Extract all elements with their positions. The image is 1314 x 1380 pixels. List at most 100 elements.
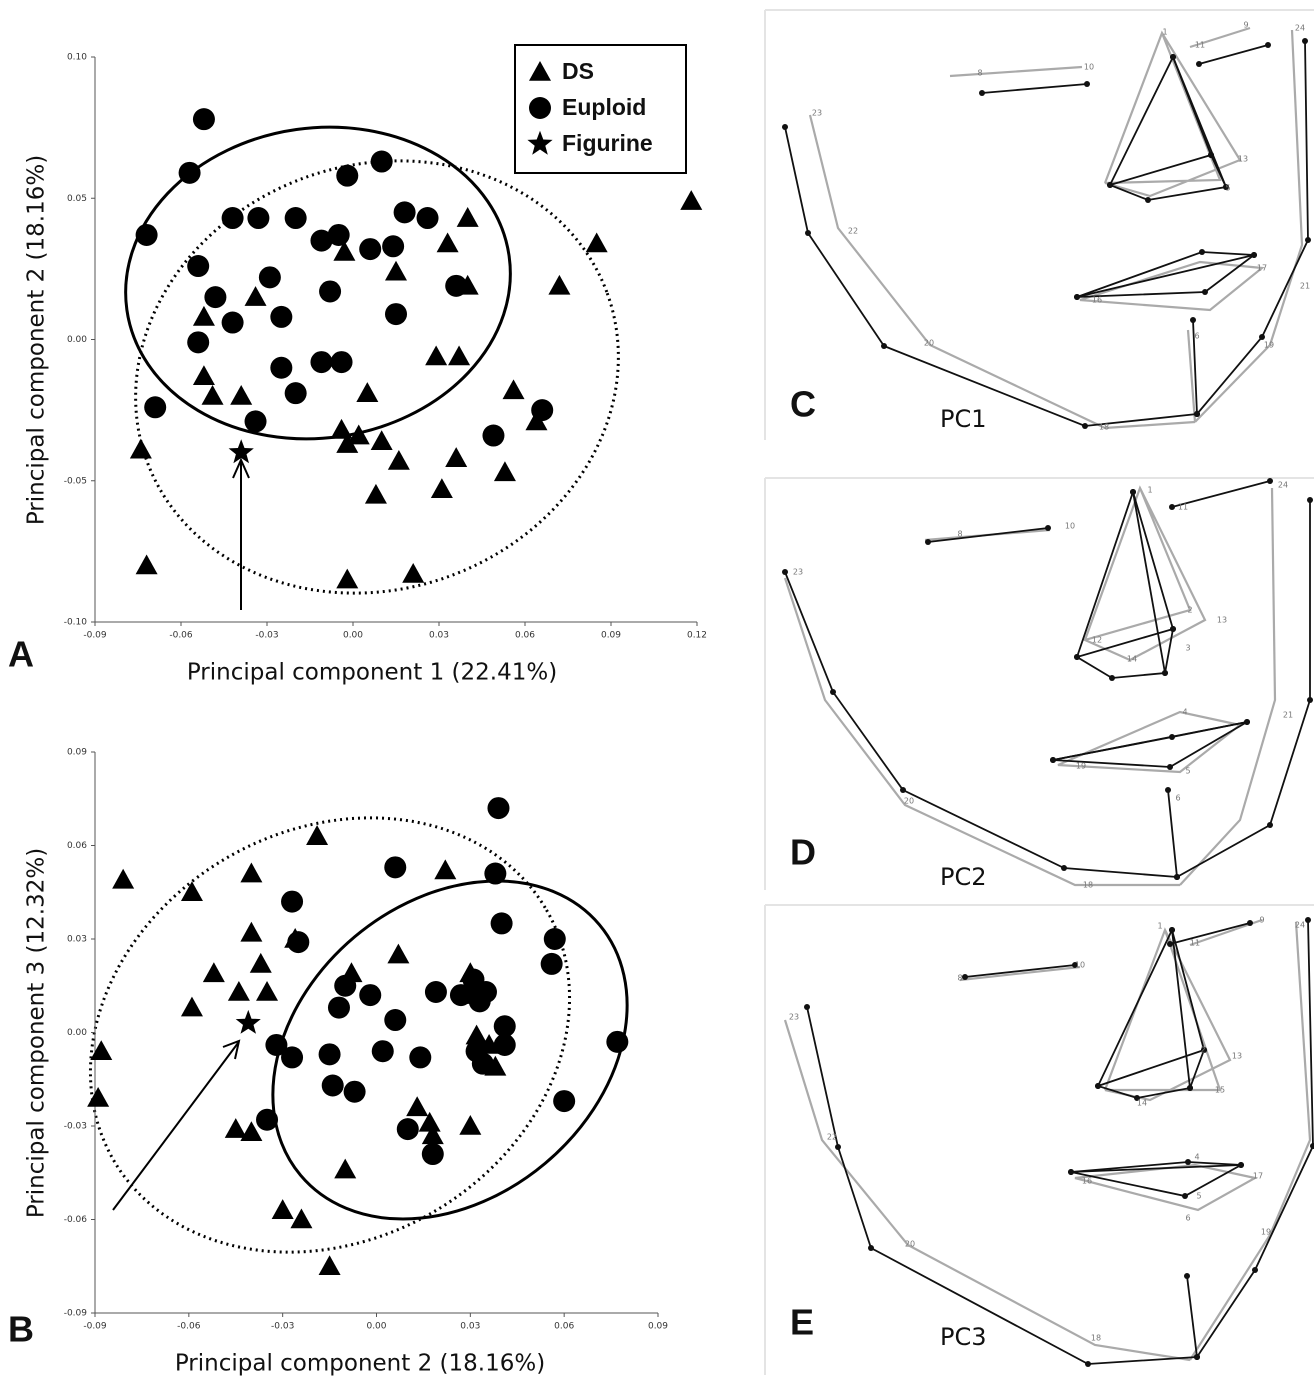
arrow bbox=[233, 460, 249, 610]
landmark-dot bbox=[1202, 289, 1208, 295]
triangle-point bbox=[290, 1209, 312, 1229]
landmark-dot bbox=[1190, 317, 1196, 323]
x-tick-label: 0.00 bbox=[366, 1322, 386, 1332]
landmark-label: 16 bbox=[1082, 1177, 1092, 1186]
y-tick-label: 0.06 bbox=[67, 841, 87, 851]
triangle-point bbox=[406, 1096, 428, 1116]
landmark-dot bbox=[1305, 237, 1311, 243]
triangle-point bbox=[130, 439, 152, 459]
circle-point bbox=[187, 331, 209, 353]
triangle-point bbox=[193, 365, 215, 385]
circle-point bbox=[484, 863, 506, 885]
circle-point bbox=[193, 108, 215, 130]
circle-point bbox=[136, 224, 158, 246]
landmark-label: 6 bbox=[1175, 794, 1180, 803]
circle-point bbox=[245, 410, 267, 432]
landmark-label: 19 bbox=[1264, 341, 1274, 350]
circle-point bbox=[319, 280, 341, 302]
triangle-point bbox=[112, 869, 134, 889]
landmark-label: 5 bbox=[1185, 767, 1190, 776]
landmark-label: 19 bbox=[1076, 762, 1086, 771]
x-tick-label: 0.09 bbox=[601, 631, 621, 641]
x-axis-title: Principal component 1 (22.41%) bbox=[187, 660, 557, 686]
triangle-point bbox=[228, 981, 250, 1001]
circle-point bbox=[541, 953, 563, 975]
circle-point bbox=[544, 928, 566, 950]
triangle-point bbox=[365, 484, 387, 504]
panel-letter: B bbox=[8, 1309, 34, 1350]
x-tick-label: -0.09 bbox=[83, 1322, 107, 1332]
x-tick-label: -0.06 bbox=[169, 631, 193, 641]
x-tick-label: -0.03 bbox=[255, 631, 278, 641]
landmark-label: 14 bbox=[1127, 655, 1137, 664]
circle-point bbox=[409, 1046, 431, 1068]
circle-point bbox=[529, 97, 551, 119]
circle-point bbox=[336, 165, 358, 187]
circle-point bbox=[144, 396, 166, 418]
landmark-dot bbox=[1267, 478, 1273, 484]
triangle-point bbox=[388, 450, 410, 470]
landmark-dot bbox=[1259, 334, 1265, 340]
landmark-dot bbox=[1187, 1085, 1193, 1091]
triangle-point bbox=[202, 385, 224, 405]
legend-label: DS bbox=[562, 58, 594, 84]
y-tick-label: -0.10 bbox=[64, 618, 88, 628]
landmark-dot bbox=[962, 974, 968, 980]
triangle-point bbox=[445, 447, 467, 467]
landmark-label: 23 bbox=[812, 109, 822, 118]
x-tick-label: 0.06 bbox=[515, 631, 535, 641]
y-tick-label: 0.10 bbox=[67, 53, 87, 63]
face-pc3 bbox=[785, 920, 1313, 1364]
landmark-dot bbox=[782, 124, 788, 130]
landmark-label: 4 bbox=[1194, 1153, 1199, 1162]
circle-point bbox=[359, 238, 381, 260]
landmark-dot bbox=[1208, 152, 1214, 158]
landmark-label: 8 bbox=[977, 69, 982, 78]
circle-point bbox=[372, 1040, 394, 1062]
circle-point bbox=[397, 1118, 419, 1140]
circle-point bbox=[334, 975, 356, 997]
landmark-label: 20 bbox=[924, 339, 934, 348]
landmark-label: 12 bbox=[1092, 636, 1102, 645]
landmark-label: 14 bbox=[1137, 1099, 1147, 1108]
landmark-dot bbox=[1244, 719, 1250, 725]
circle-point bbox=[553, 1090, 575, 1112]
panel-letter: C bbox=[790, 384, 816, 425]
y-axis-title: Principal component 3 (12.32%) bbox=[24, 848, 50, 1218]
landmark-label: 20 bbox=[905, 1240, 915, 1249]
panel-letter: D bbox=[790, 832, 816, 873]
triangle-point bbox=[431, 478, 453, 498]
triangle-point bbox=[256, 981, 278, 1001]
y-axis-title: Principal component 2 (18.16%) bbox=[24, 155, 50, 525]
triangle-point bbox=[334, 1159, 356, 1179]
landmark-dot bbox=[804, 1004, 810, 1010]
triangle-point bbox=[193, 306, 215, 326]
circle-point bbox=[310, 351, 332, 373]
panel-caption: PC1 bbox=[940, 405, 987, 433]
circle-point bbox=[344, 1081, 366, 1103]
y-tick-label: 0.09 bbox=[67, 748, 87, 758]
landmark-dot bbox=[1162, 670, 1168, 676]
y-tick-label: -0.06 bbox=[64, 1215, 88, 1225]
triangle-point bbox=[225, 1118, 247, 1138]
landmark-label: 18 bbox=[1091, 1334, 1101, 1343]
landmark-label: 9 bbox=[1259, 916, 1264, 925]
landmark-label: 21 bbox=[1300, 282, 1310, 291]
landmark-dot bbox=[1109, 675, 1115, 681]
circle-point bbox=[287, 931, 309, 953]
circle-point bbox=[285, 207, 307, 229]
landmark-dot bbox=[1165, 787, 1171, 793]
landmark-label: 22 bbox=[827, 1133, 837, 1142]
landmark-label: 2 bbox=[1200, 1046, 1205, 1055]
landmark-dot bbox=[1074, 294, 1080, 300]
landmark-dot bbox=[1068, 1169, 1074, 1175]
landmark-dot bbox=[868, 1245, 874, 1251]
triangle-point bbox=[494, 461, 516, 481]
star-point bbox=[236, 1010, 261, 1034]
triangle-point bbox=[371, 430, 393, 450]
landmark-dot bbox=[1238, 1162, 1244, 1168]
circle-point bbox=[371, 151, 393, 173]
triangle-point bbox=[181, 997, 203, 1017]
landmark-dot bbox=[1095, 1083, 1101, 1089]
landmark-dot bbox=[881, 343, 887, 349]
